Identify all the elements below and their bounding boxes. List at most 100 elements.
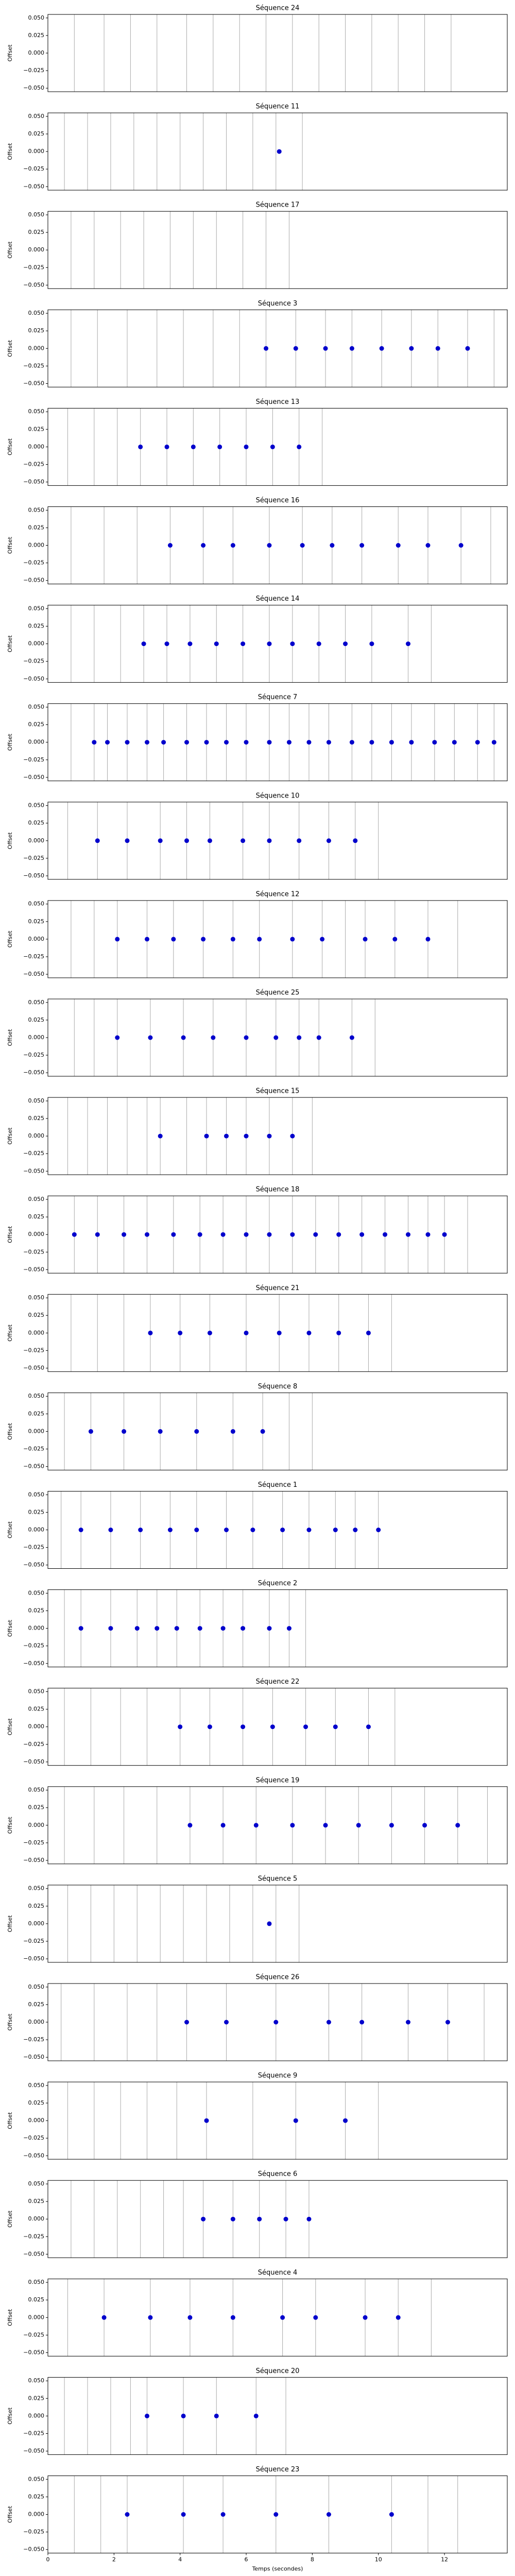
point (366, 1330, 371, 1335)
point (148, 2315, 153, 2320)
point (217, 444, 222, 449)
point (396, 2315, 401, 2320)
y-tick-label: 0.050 (28, 1885, 45, 1892)
y-tick-label: 0.000 (28, 1329, 45, 1336)
point (425, 937, 431, 942)
point (306, 1330, 312, 1335)
point (138, 1528, 143, 1532)
point (253, 1823, 259, 1828)
y-tick-label: 0.025 (28, 623, 45, 630)
point (214, 2413, 219, 2418)
chart-title: Séquence 26 (256, 1974, 300, 1981)
point (164, 641, 169, 647)
y-tick-label: −0.050 (23, 872, 44, 879)
y-tick-label: 0.025 (28, 426, 45, 432)
point (297, 838, 302, 843)
point (230, 937, 235, 942)
axes-frame (47, 1195, 508, 1274)
point (138, 444, 143, 449)
point (214, 641, 219, 647)
point (78, 1528, 83, 1532)
point (280, 1528, 285, 1532)
chart-title: Séquence 15 (256, 1088, 300, 1095)
chart-title: Séquence 6 (258, 2171, 298, 2178)
y-tick-label: 0.025 (28, 1115, 45, 1122)
point (320, 937, 325, 942)
y-axis-label: Offset (7, 2407, 13, 2425)
point (277, 149, 282, 154)
point (425, 543, 431, 548)
axes-frame (47, 408, 508, 486)
point (204, 2118, 209, 2123)
y-tick-label: −0.050 (23, 2054, 44, 2060)
point (383, 1232, 388, 1237)
y-tick-label: −0.050 (23, 380, 44, 386)
point (270, 444, 275, 449)
y-tick-label: −0.050 (23, 1266, 44, 1273)
point (224, 1528, 229, 1532)
y-axis-label: Offset (7, 1521, 13, 1538)
y-axis-label: Offset (7, 438, 13, 455)
point (197, 1232, 202, 1237)
point (125, 838, 130, 843)
y-tick-label: 0.050 (28, 802, 45, 809)
x-tick-label: 2 (112, 2556, 116, 2563)
y-tick-label: −0.050 (23, 675, 44, 682)
point (267, 1921, 272, 1926)
point (244, 1232, 249, 1237)
y-tick-label: −0.050 (23, 774, 44, 781)
point (158, 1429, 163, 1434)
x-axis-label: Temps (secondes) (252, 2566, 303, 2572)
y-tick-label: 0.050 (28, 1787, 45, 1793)
axes-frame (47, 900, 508, 978)
y-tick-label: 0.025 (28, 2099, 45, 2106)
point (122, 1429, 127, 1434)
point (267, 1626, 272, 1631)
y-axis-label: Offset (7, 832, 13, 850)
point (475, 740, 480, 745)
point (88, 1429, 93, 1434)
point (389, 740, 394, 745)
point (194, 1528, 199, 1532)
axes-frame (47, 112, 508, 191)
x-tick-label: 8 (311, 2556, 314, 2563)
y-tick-label: 0.025 (28, 32, 45, 39)
x-tick-label: 10 (375, 2556, 382, 2563)
y-tick-label: 0.000 (28, 1723, 45, 1730)
point (105, 740, 110, 745)
axes-frame (47, 605, 508, 683)
y-tick-label: 0.000 (28, 1920, 45, 1927)
point (207, 1330, 212, 1335)
y-tick-label: 0.025 (28, 721, 45, 728)
y-tick-label: −0.025 (23, 855, 44, 861)
point (326, 2020, 331, 2025)
point (260, 1429, 265, 1434)
point (244, 1330, 249, 1335)
point (95, 838, 100, 843)
point (267, 543, 272, 548)
axes-frame (47, 1392, 508, 1470)
point (356, 1823, 361, 1828)
chart-title: Séquence 17 (256, 201, 300, 209)
point (187, 1823, 193, 1828)
axes-frame (47, 2278, 508, 2357)
y-tick-label: 0.025 (28, 2493, 45, 2500)
axes-frame (47, 309, 508, 387)
point (293, 2118, 298, 2123)
y-axis-label: Offset (7, 1915, 13, 1933)
point (171, 1232, 176, 1237)
point (409, 740, 414, 745)
axes-frame (47, 14, 508, 92)
point (257, 2216, 262, 2222)
y-tick-label: −0.025 (23, 165, 44, 172)
y-tick-label: 0.025 (28, 1706, 45, 1713)
point (201, 543, 206, 548)
y-tick-label: 0.000 (28, 1034, 45, 1041)
y-axis-label: Offset (7, 1718, 13, 1735)
y-tick-label: 0.000 (28, 837, 45, 844)
y-tick-label: −0.050 (23, 1660, 44, 1667)
y-tick-label: −0.050 (23, 577, 44, 584)
point (181, 2512, 186, 2517)
y-tick-label: −0.050 (23, 1069, 44, 1076)
y-tick-label: 0.000 (28, 1822, 45, 1828)
